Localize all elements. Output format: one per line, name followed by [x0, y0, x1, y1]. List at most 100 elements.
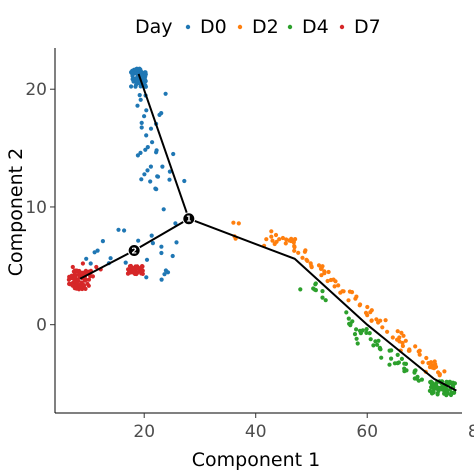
legend-marker [185, 24, 191, 30]
point-d0 [139, 125, 144, 130]
point-d4 [440, 384, 445, 389]
point-d7 [127, 264, 133, 269]
point-d0 [159, 250, 164, 256]
x-tick-label: 20 [133, 422, 155, 442]
point-d7 [69, 273, 74, 278]
point-d4 [323, 298, 328, 303]
point-d4 [413, 368, 418, 373]
point-d2 [397, 335, 402, 340]
point-d0 [88, 261, 93, 266]
point-d2 [274, 239, 279, 244]
legend-label: D0 [200, 16, 227, 38]
point-d4 [395, 352, 400, 357]
point-d4 [357, 328, 363, 333]
point-d0 [150, 140, 155, 145]
legend-marker [339, 24, 345, 30]
y-tick-label: 0 [36, 316, 47, 336]
point-d2 [292, 244, 297, 249]
point-d4 [431, 389, 436, 394]
point-d0 [150, 241, 155, 246]
point-d2 [346, 298, 351, 303]
point-d0 [134, 82, 139, 87]
point-d0 [122, 228, 127, 233]
y-tick-label: 20 [25, 80, 47, 100]
point-d4 [412, 376, 417, 381]
y-axis: 0 10 20 [25, 48, 56, 413]
point-d4 [298, 287, 303, 292]
point-d7 [74, 268, 80, 273]
point-d2 [353, 296, 358, 301]
point-d7 [67, 281, 72, 286]
legend-title: Day [135, 16, 173, 38]
point-d2 [322, 269, 327, 274]
point-d0 [167, 177, 172, 182]
point-d0 [148, 126, 154, 131]
branch-node-marker [127, 244, 141, 258]
point-d0 [142, 172, 147, 177]
point-d2 [236, 221, 241, 226]
point-d2 [280, 235, 285, 241]
point-d0 [155, 174, 160, 179]
point-d2 [376, 320, 381, 325]
point-d0 [137, 93, 142, 98]
point-d2 [397, 339, 402, 344]
point-d7 [78, 284, 84, 289]
point-d2 [320, 264, 325, 269]
trajectory-branch [188, 217, 457, 392]
legend-label: D2 [252, 16, 279, 38]
point-d0 [138, 97, 143, 102]
point-d4 [448, 392, 454, 398]
point-d7 [126, 271, 131, 276]
point-d4 [387, 362, 392, 367]
point-d2 [264, 237, 269, 242]
point-d4 [389, 348, 394, 353]
point-d4 [419, 377, 424, 382]
point-d4 [367, 331, 372, 336]
point-d4 [371, 343, 376, 348]
point-d2 [319, 273, 324, 278]
point-d0 [159, 111, 164, 116]
point-d0 [162, 272, 167, 277]
point-d4 [375, 342, 380, 347]
point-d2 [340, 289, 345, 294]
point-d4 [395, 361, 400, 366]
point-d2 [417, 352, 422, 357]
point-d0 [173, 221, 178, 226]
x-tick-label: 80 [468, 422, 474, 442]
point-d2 [390, 335, 395, 340]
point-d4 [399, 356, 404, 361]
point-d7 [140, 268, 145, 273]
point-d4 [352, 332, 358, 337]
trajectory-branch [79, 249, 135, 280]
point-d0 [145, 145, 150, 150]
point-d7 [94, 264, 99, 270]
point-d4 [320, 289, 325, 294]
point-d2 [316, 263, 322, 268]
point-d2 [365, 304, 370, 310]
point-d0 [130, 73, 135, 78]
point-d0 [165, 270, 171, 275]
point-d2 [442, 369, 447, 374]
point-d0 [144, 108, 149, 113]
point-d2 [349, 290, 355, 295]
point-d4 [389, 356, 394, 361]
point-d2 [424, 355, 429, 361]
point-d0 [148, 164, 153, 169]
points-layer [66, 66, 457, 398]
point-d0 [145, 168, 150, 173]
point-d2 [333, 279, 338, 284]
point-d4 [368, 337, 373, 342]
point-d2 [305, 258, 310, 263]
point-d7 [74, 286, 79, 291]
point-d2 [287, 238, 292, 243]
point-d0 [108, 256, 113, 261]
point-d0 [139, 177, 144, 182]
point-d4 [442, 391, 447, 396]
point-d7 [83, 277, 88, 282]
point-d2 [302, 249, 307, 254]
point-d4 [354, 336, 359, 341]
point-d4 [378, 347, 383, 352]
point-d7 [83, 286, 88, 291]
point-d7 [86, 277, 92, 282]
point-d0 [116, 227, 121, 232]
